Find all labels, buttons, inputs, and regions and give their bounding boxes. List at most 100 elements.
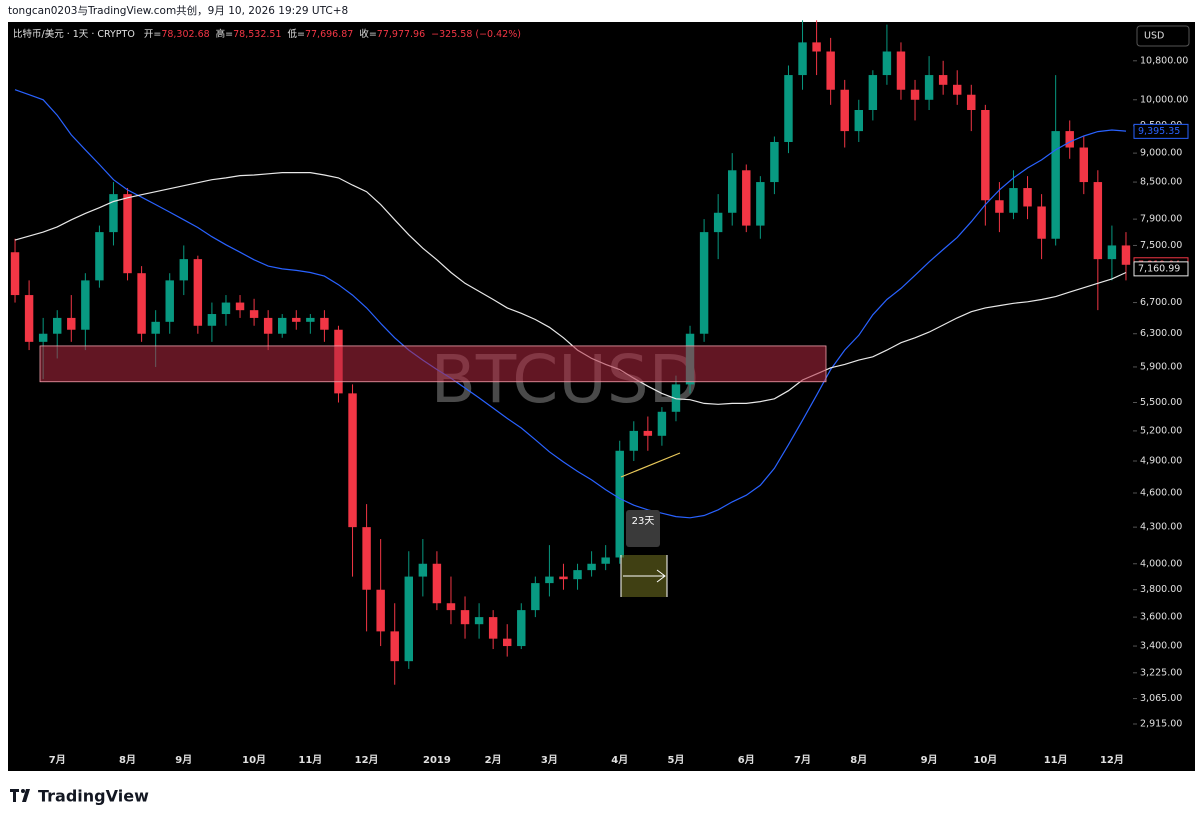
candle-body (967, 94, 976, 110)
candle-body (1121, 245, 1131, 265)
candle-body (517, 610, 526, 647)
candle-body (981, 109, 990, 201)
candle-body (531, 583, 540, 611)
candle-body (165, 280, 174, 322)
candle-body (193, 259, 203, 326)
candle-body (67, 317, 76, 330)
candle-body (713, 212, 723, 233)
candle-body (362, 527, 371, 590)
y-tick-label: 9,000.00 (1140, 148, 1182, 159)
x-tick-label: 4月 (611, 754, 628, 766)
candle-body (868, 75, 878, 110)
candle-body (1065, 131, 1074, 148)
legend-value: 77,977.96 (377, 29, 425, 40)
candle-body (1079, 147, 1088, 183)
candle-body (615, 450, 624, 558)
legend-value: 78,532.51 (233, 29, 281, 40)
logo: TradingView (38, 787, 149, 806)
date-range-arrowhead (656, 569, 666, 583)
candle-body (728, 170, 737, 213)
x-tick-label: 11月 (1044, 754, 1068, 766)
currency[interactable]: USD (1144, 31, 1164, 42)
legend-value: 77,696.87 (305, 29, 353, 40)
y-tick-label: 2,915.00 (1140, 718, 1182, 729)
candle-body (1051, 131, 1060, 239)
candle-body (924, 75, 934, 100)
candle-body (826, 51, 835, 90)
legend-value: 78,302.68 (161, 29, 209, 40)
x-tick-label: 6月 (738, 754, 755, 766)
candle-body (1009, 188, 1018, 213)
x-tick-label: 10月 (242, 754, 266, 766)
x-tick-label: 7月 (794, 754, 811, 766)
candle-body (812, 42, 821, 52)
x-tick-label: 5月 (667, 754, 684, 766)
x-tick-label: 7月 (49, 754, 66, 766)
x-tick-label: 8月 (119, 754, 136, 766)
candle-body (81, 280, 90, 330)
candle-body (221, 302, 231, 315)
range-label-box (626, 510, 660, 547)
candle-body (1107, 245, 1117, 260)
candle-body (587, 563, 596, 571)
candle-body (306, 317, 315, 322)
y-tick-label: 10,800.00 (1140, 55, 1188, 66)
candle-body (38, 333, 48, 342)
y-tick-label: 7,900.00 (1140, 214, 1182, 225)
candle-body (995, 200, 1004, 213)
candle-body (137, 273, 146, 334)
candle-body (10, 252, 20, 296)
candle-body (742, 170, 751, 226)
candle-body (53, 317, 62, 334)
legend-label: 收= (359, 28, 376, 40)
candle-body (474, 617, 484, 625)
ma-line (14, 89, 1127, 519)
candle-body (432, 563, 442, 604)
candle-body (348, 393, 357, 528)
candle-body (545, 576, 554, 584)
y-tick-label: 4,600.00 (1140, 487, 1182, 498)
candle-body (643, 430, 653, 436)
x-tick-label: 12月 (1100, 754, 1124, 766)
legend-label: 高= (216, 28, 233, 40)
candle-body (207, 314, 217, 326)
candle-body (671, 384, 681, 412)
legend-change: −325.58 (−0.42%) (431, 29, 521, 40)
y-tick-label: 3,600.00 (1140, 612, 1182, 623)
candle-body (460, 610, 470, 625)
zone (39, 345, 827, 383)
logo-icon (10, 789, 30, 802)
x-tick-label: 2月 (485, 754, 502, 766)
x-tick-label: 2019 (423, 755, 451, 766)
legend-label: 低= (288, 28, 305, 40)
chart-panel (8, 22, 1195, 771)
candle-body (882, 51, 892, 76)
currency-button[interactable] (1136, 25, 1190, 47)
candle-body (896, 51, 906, 90)
candle-body (657, 411, 667, 436)
candle-body (376, 589, 385, 632)
candle-body (953, 84, 962, 95)
y-tick-label: 4,900.00 (1140, 455, 1182, 466)
candle-body (559, 576, 568, 580)
y-tick-label: 5,900.00 (1140, 361, 1182, 372)
candle-body (263, 317, 273, 334)
y-tick-label: 3,225.00 (1140, 667, 1182, 678)
candle-body (1023, 188, 1032, 207)
candle-body (1037, 206, 1046, 239)
price-label-box (1133, 261, 1189, 277)
candle-body (320, 317, 329, 330)
y-tick-label: 3,400.00 (1140, 641, 1182, 652)
y-tick-label: 3,800.00 (1140, 584, 1182, 595)
candle-body (784, 75, 793, 142)
y-tick-label: 10,000.00 (1140, 94, 1188, 105)
candle-body (756, 182, 765, 226)
y-tick-label: 8,500.00 (1140, 177, 1182, 188)
candle-body (601, 557, 610, 564)
y-tick-label: 5,200.00 (1140, 425, 1182, 436)
candle-body (938, 75, 948, 85)
candle-body (24, 295, 34, 342)
candle-body (404, 576, 413, 662)
range-label: 23天 (632, 516, 655, 527)
